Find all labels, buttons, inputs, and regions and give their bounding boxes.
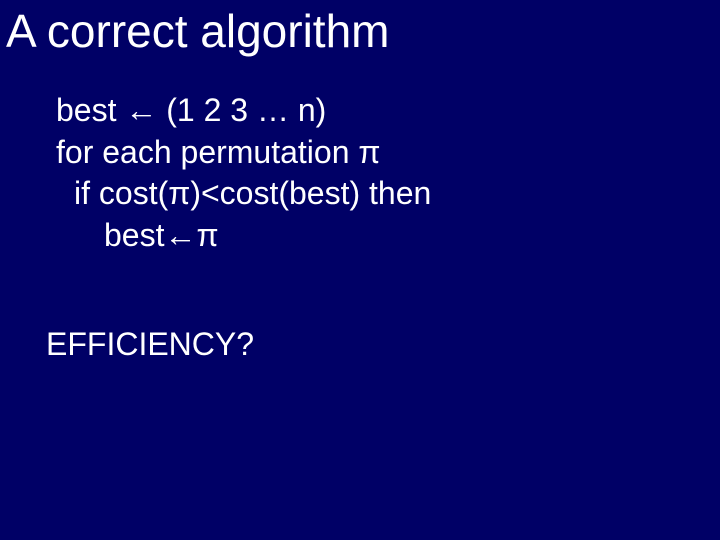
slide-title: A correct algorithm	[0, 0, 720, 57]
code-line: for each permutation π	[56, 132, 431, 174]
pseudocode-block: best ← (1 2 3 … n) for each permutation …	[56, 90, 431, 256]
code-line: best←π	[56, 215, 431, 257]
slide: A correct algorithm best ← (1 2 3 … n) f…	[0, 0, 720, 540]
question-text: EFFICIENCY?	[46, 326, 254, 363]
code-line: best ← (1 2 3 … n)	[56, 90, 431, 132]
code-line: if cost(π)<cost(best) then	[56, 173, 431, 215]
